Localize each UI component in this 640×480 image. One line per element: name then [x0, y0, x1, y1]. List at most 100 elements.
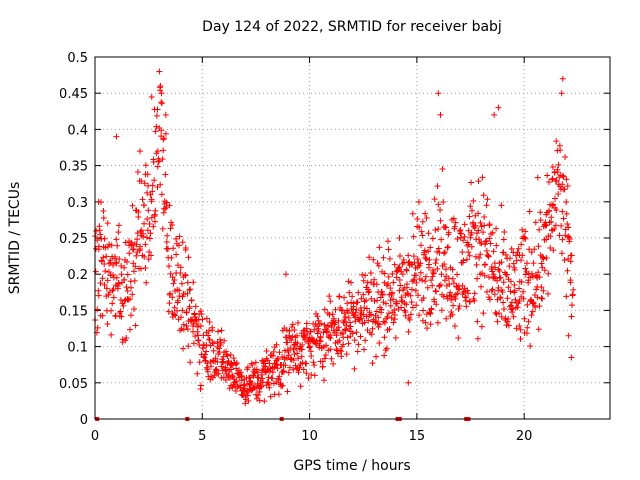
data-point: [165, 263, 172, 270]
data-point: [412, 287, 419, 294]
data-point: [298, 353, 305, 360]
data-point: [175, 242, 182, 249]
data-point: [566, 236, 573, 243]
data-point: [182, 272, 189, 279]
data-point: [386, 326, 393, 333]
y-tick-label: 0.3: [67, 196, 88, 211]
data-point: [352, 309, 359, 316]
data-point: [558, 250, 565, 257]
data-point: [335, 324, 342, 331]
data-point: [144, 215, 151, 222]
data-point: [464, 287, 471, 294]
data-point: [459, 249, 466, 256]
data-point: [344, 334, 351, 341]
data-point: [398, 304, 405, 311]
data-point: [206, 319, 213, 326]
data-point: [562, 232, 569, 239]
data-point: [466, 213, 473, 220]
data-point: [121, 276, 128, 283]
data-point: [167, 225, 174, 232]
data-point: [215, 328, 222, 335]
data-point: [371, 298, 378, 305]
data-point: [371, 276, 378, 283]
data-point: [287, 345, 294, 352]
data-point: [564, 267, 571, 274]
data-point: [559, 181, 566, 188]
data-point-peak: [405, 379, 412, 386]
data-point: [93, 227, 100, 234]
data-point: [381, 334, 388, 341]
data-point: [497, 274, 504, 281]
data-point: [417, 269, 424, 276]
data-point: [522, 228, 529, 235]
data-point: [109, 287, 116, 294]
data-point: [416, 312, 423, 319]
data-point: [403, 301, 410, 308]
data-point: [195, 337, 202, 344]
data-point: [537, 209, 544, 216]
data-point: [497, 295, 504, 302]
data-point: [524, 301, 531, 308]
data-point: [122, 239, 129, 246]
data-point: [147, 252, 154, 259]
data-point: [266, 384, 273, 391]
data-point: [526, 246, 533, 253]
data-point: [395, 264, 402, 271]
data-point: [496, 267, 503, 274]
data-point: [145, 256, 152, 263]
data-point: [472, 253, 479, 260]
data-point: [266, 368, 273, 375]
data-point: [431, 196, 438, 203]
data-point: [482, 261, 489, 268]
data-point: [415, 292, 422, 299]
data-point: [290, 366, 297, 373]
data-point: [396, 253, 403, 260]
data-point: [178, 280, 185, 287]
data-point: [154, 163, 161, 170]
data-point: [307, 328, 314, 335]
data-point: [138, 227, 145, 234]
data-point: [291, 351, 298, 358]
data-point: [256, 397, 263, 404]
data-point: [545, 270, 552, 277]
data-point: [130, 260, 137, 267]
data-point: [405, 328, 412, 335]
data-point: [351, 337, 358, 344]
data-point: [532, 219, 539, 226]
data-point: [376, 321, 383, 328]
data-point: [261, 363, 268, 370]
data-point: [368, 331, 375, 338]
data-point: [396, 235, 403, 242]
data-point: [417, 260, 424, 267]
data-point: [385, 310, 392, 317]
data-point: [488, 287, 495, 294]
data-point: [126, 296, 133, 303]
data-point: [567, 277, 574, 284]
data-point: [269, 352, 276, 359]
data-point: [460, 289, 467, 296]
data-point: [127, 284, 134, 291]
data-point: [184, 279, 191, 286]
data-point: [350, 300, 357, 307]
data-point: [388, 314, 395, 321]
data-point: [282, 362, 289, 369]
data-point: [420, 307, 427, 314]
data-point: [106, 241, 113, 248]
data-point: [173, 251, 180, 258]
data-point: [130, 246, 137, 253]
data-point: [296, 364, 303, 371]
data-point: [256, 388, 263, 395]
data-point: [158, 99, 165, 106]
data-point: [321, 355, 328, 362]
data-point: [442, 249, 449, 256]
data-point: [116, 309, 123, 316]
data-point: [504, 318, 511, 325]
data-point: [373, 308, 380, 315]
data-point: [198, 311, 205, 318]
data-point: [374, 260, 381, 267]
data-point: [330, 315, 337, 322]
data-point: [454, 271, 461, 278]
data-point: [383, 345, 390, 352]
data-point: [298, 346, 305, 353]
data-point: [478, 283, 485, 290]
